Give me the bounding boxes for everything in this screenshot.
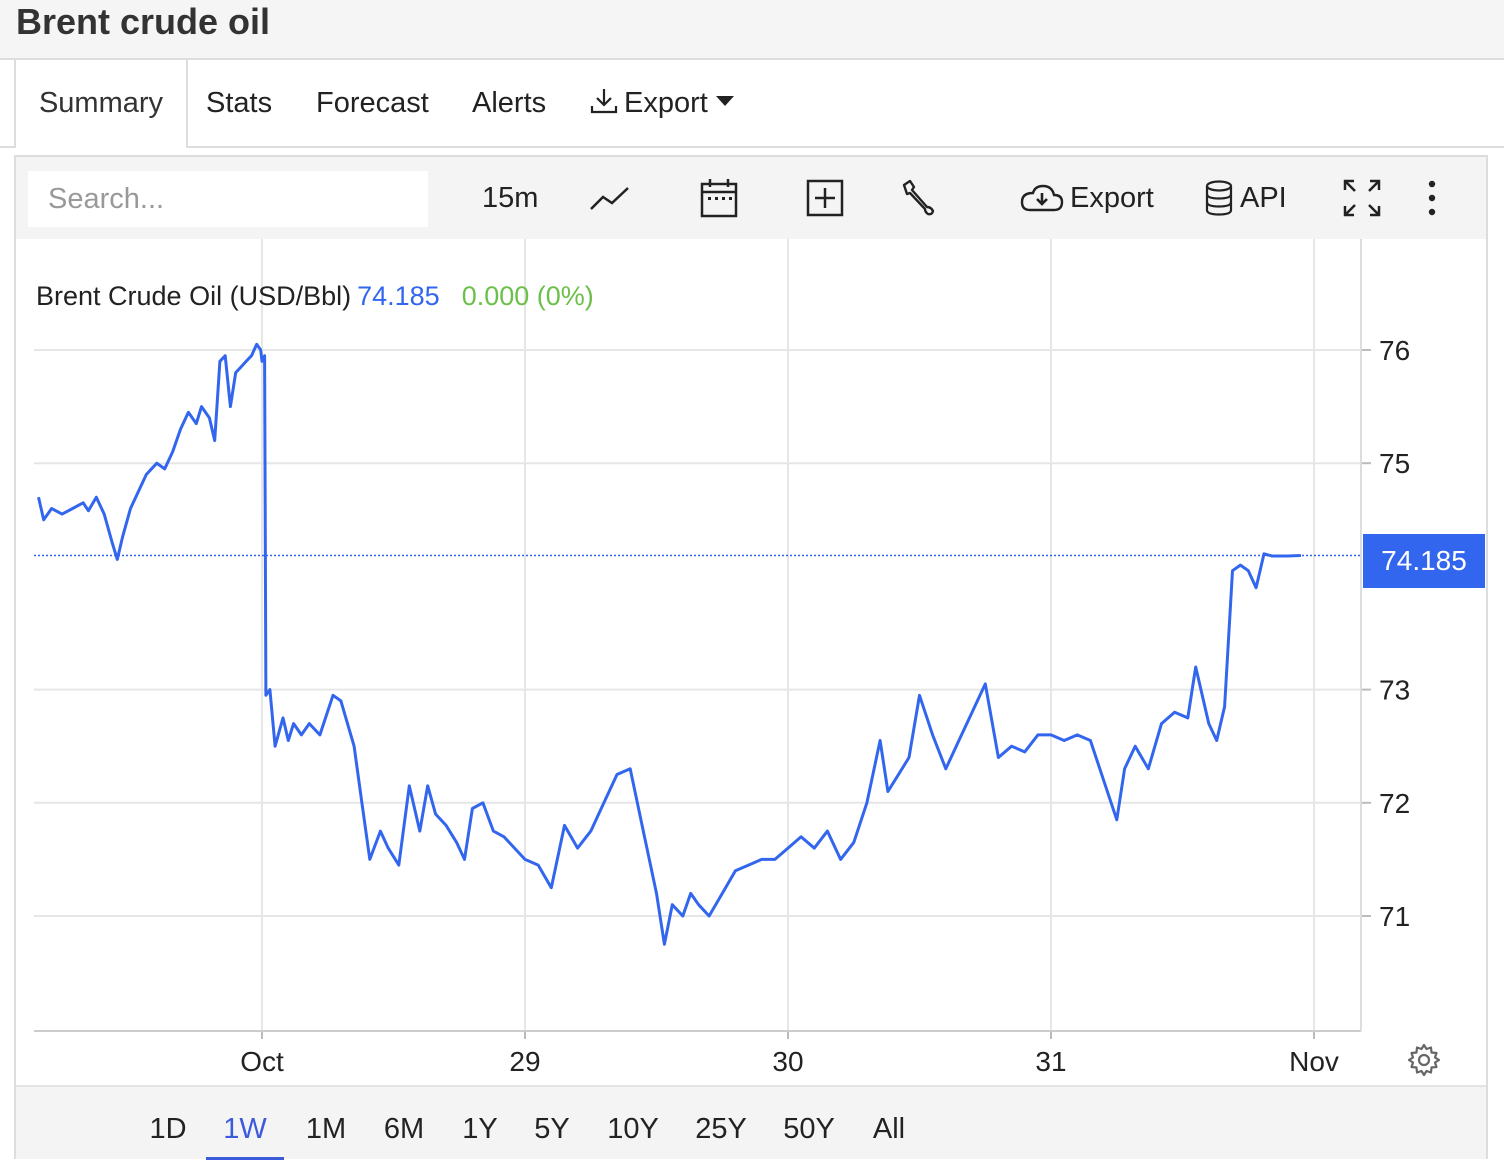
calendar-icon <box>700 179 738 218</box>
tab-export[interactable]: Export <box>588 60 734 146</box>
database-icon <box>1205 180 1233 216</box>
add-indicator-button[interactable] <box>806 157 844 239</box>
line-chart-icon <box>590 187 629 210</box>
export-label: Export <box>1070 181 1154 214</box>
y-tick-label: 76 <box>1379 335 1410 366</box>
chart-widget: 15m <box>14 155 1488 1160</box>
caret-down-icon <box>715 96 734 107</box>
more-menu-button[interactable] <box>1426 157 1438 239</box>
tab-export-label: Export <box>624 87 708 119</box>
tab-bar: Summary Stats Forecast Alerts Export <box>0 60 1504 148</box>
period-6m[interactable]: 6M <box>383 1113 425 1145</box>
period-all[interactable]: All <box>872 1113 906 1145</box>
date-range-button[interactable] <box>700 157 738 239</box>
add-indicator-icon <box>806 179 844 217</box>
cloud-download-icon <box>1020 184 1064 212</box>
legend-last-value: 74.185 <box>357 281 440 311</box>
y-tick-label: 75 <box>1379 448 1410 479</box>
period-5y[interactable]: 5Y <box>534 1113 570 1145</box>
last-price-tag: 74.185 <box>1363 534 1485 589</box>
chart-area: 71 72 73 75 76 Oct 29 30 31 Nov Brent Crude Oil (… <box>16 239 1486 1084</box>
period-1m[interactable]: 1M <box>305 1113 347 1145</box>
search-input[interactable] <box>28 171 428 227</box>
x-tick-label: 31 <box>1035 1046 1066 1077</box>
legend-series-name: Brent Crude Oil (USD/Bbl) <box>36 281 352 311</box>
period-1y[interactable]: 1Y <box>462 1113 498 1145</box>
interval-selector[interactable]: 15m <box>482 181 539 214</box>
period-50y[interactable]: 50Y <box>783 1113 835 1145</box>
tab-summary[interactable]: Summary <box>14 60 188 148</box>
fullscreen-icon <box>1343 179 1381 217</box>
export-button[interactable]: Export <box>1018 157 1154 239</box>
api-button[interactable]: API <box>1204 157 1287 239</box>
chart-legend: Brent Crude Oil (USD/Bbl) 74.185 0.000 (0%… <box>36 281 594 312</box>
tab-forecast[interactable]: Forecast <box>316 87 429 119</box>
x-tick-label: 30 <box>772 1046 803 1077</box>
tab-alerts[interactable]: Alerts <box>472 87 547 119</box>
x-tick-label: Nov <box>1289 1046 1339 1077</box>
period-1d[interactable]: 1D <box>149 1113 187 1145</box>
x-tick-label: Oct <box>240 1046 284 1077</box>
tab-stats[interactable]: Stats <box>206 87 273 119</box>
page-title: Brent crude oil <box>16 1 271 42</box>
download-icon <box>590 89 618 114</box>
y-tick-label: 73 <box>1379 675 1410 706</box>
tools-button[interactable] <box>900 157 936 239</box>
period-10y[interactable]: 10Y <box>607 1113 659 1145</box>
price-chart[interactable]: 71 72 73 75 76 Oct 29 30 31 Nov <box>16 239 1486 1084</box>
y-tick-label: 71 <box>1379 901 1410 932</box>
fullscreen-button[interactable] <box>1342 157 1382 239</box>
period-25y[interactable]: 25Y <box>695 1113 747 1145</box>
period-selector: 1D 1W 1M 6M 1Y 5Y 10Y 25Y 50Y All <box>16 1085 1486 1160</box>
series-line <box>37 342 1301 946</box>
y-tick-label: 72 <box>1379 788 1410 819</box>
chart-type-button[interactable] <box>588 157 632 239</box>
title-bar: Brent crude oil <box>0 0 1504 60</box>
wrench-icon <box>902 179 935 216</box>
chart-toolbar: 15m <box>16 157 1486 239</box>
x-tick-label: 29 <box>509 1046 540 1077</box>
more-vertical-icon <box>1428 180 1436 216</box>
api-label: API <box>1240 181 1287 214</box>
period-1w[interactable]: 1W <box>206 1087 284 1160</box>
legend-change: 0.000 (0%) <box>461 281 594 311</box>
gear-icon[interactable] <box>1407 1043 1441 1077</box>
